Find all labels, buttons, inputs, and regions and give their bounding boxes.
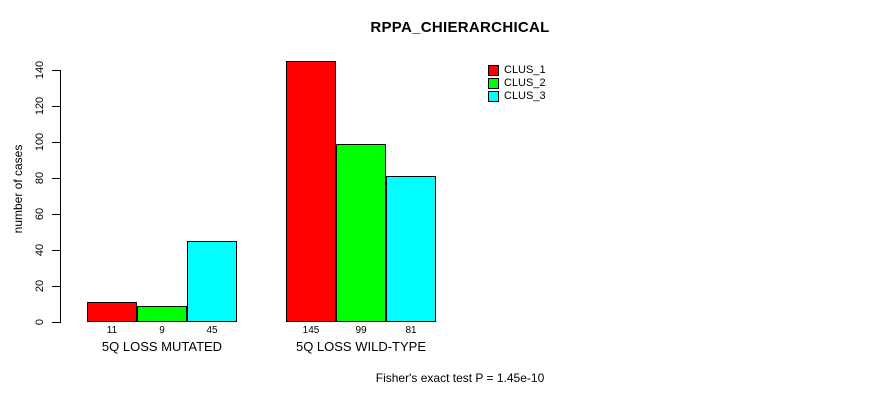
legend-item-clus_1: CLUS_1	[488, 64, 546, 77]
bar-clus_2-group1	[137, 306, 187, 322]
y-axis-tick	[52, 178, 60, 179]
y-axis-tick	[52, 106, 60, 107]
bar-value-label: 81	[405, 325, 417, 336]
legend-label: CLUS_3	[504, 90, 546, 102]
y-axis-tick-label: 60	[34, 207, 46, 221]
bar-clus_3-group2	[386, 176, 436, 322]
legend: CLUS_1 CLUS_2 CLUS_3	[488, 64, 546, 103]
group-label: 5Q LOSS WILD-TYPE	[295, 339, 427, 354]
legend-item-clus_2: CLUS_2	[488, 77, 546, 90]
y-axis-label: number of cases	[11, 144, 25, 234]
y-axis-tick	[52, 286, 60, 287]
legend-swatch-icon	[488, 78, 499, 89]
fisher-test-annotation: Fisher's exact test P = 1.45e-10	[375, 371, 545, 385]
bar-clus_1-group1	[87, 302, 137, 322]
y-axis-tick	[52, 214, 60, 215]
bar-clus_3-group1	[187, 241, 237, 322]
bar-value-label: 9	[159, 325, 165, 336]
bar-clus_2-group2	[336, 144, 386, 322]
y-axis-tick	[52, 250, 60, 251]
y-axis-tick-label: 140	[34, 60, 46, 80]
legend-swatch-icon	[488, 91, 499, 102]
y-axis-tick-label: 100	[34, 132, 46, 152]
y-axis-tick	[52, 322, 60, 323]
chart-title: RPPA_CHIERARCHICAL	[370, 19, 550, 36]
y-axis-tick	[52, 70, 60, 71]
legend-swatch-icon	[488, 65, 499, 76]
bar-value-label: 145	[302, 325, 320, 336]
bar-value-label: 99	[355, 325, 367, 336]
group-label: 5Q LOSS MUTATED	[101, 339, 223, 354]
y-axis-tick-label: 40	[34, 243, 46, 257]
y-axis-line	[60, 70, 61, 323]
legend-label: CLUS_2	[504, 77, 546, 89]
y-axis-tick-label: 20	[34, 279, 46, 293]
legend-item-clus_3: CLUS_3	[488, 90, 546, 103]
y-axis-tick-label: 0	[34, 318, 46, 326]
legend-label: CLUS_1	[504, 64, 546, 76]
bar-clus_1-group2	[286, 61, 336, 322]
bar-value-label: 45	[206, 325, 218, 336]
y-axis-tick	[52, 142, 60, 143]
bar-value-label: 11	[106, 325, 118, 336]
y-axis-tick-label: 120	[34, 96, 46, 116]
y-axis-tick-label: 80	[34, 171, 46, 185]
